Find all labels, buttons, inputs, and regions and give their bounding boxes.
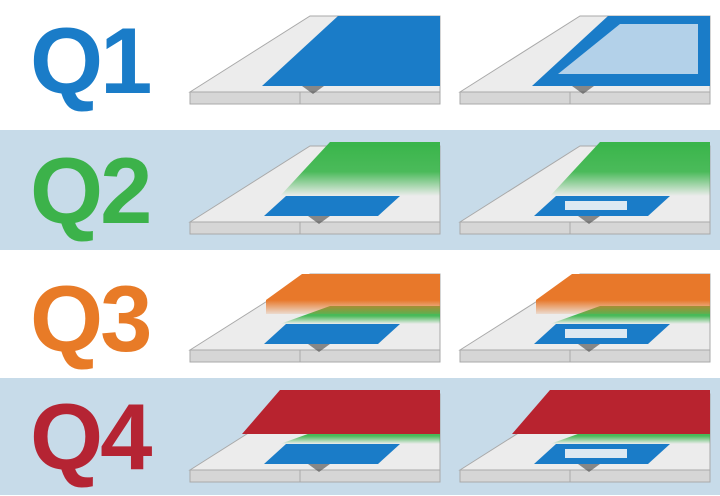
q1-left-illustration: [188, 0, 441, 118]
joint-groove: [578, 216, 600, 224]
q4-left-illustration: [188, 378, 441, 496]
joint-groove: [572, 86, 594, 94]
joint-groove: [308, 464, 330, 472]
red-layer: [242, 390, 440, 434]
q4-label: Q4: [30, 384, 152, 489]
q3-left-illustration: [188, 258, 441, 376]
q1-label: Q1: [30, 8, 152, 113]
row-q3: Q3: [0, 258, 720, 378]
slab-side: [189, 349, 441, 363]
q3-label: Q3: [30, 266, 152, 371]
q2-label: Q2: [30, 138, 152, 243]
orange-layer: [266, 274, 440, 300]
row-q2: Q2: [0, 130, 720, 250]
blue-layer: [264, 444, 400, 464]
slab-side: [459, 469, 711, 483]
orange-layer: [536, 274, 710, 300]
green-layer: [550, 142, 710, 196]
slab-side: [459, 349, 711, 363]
blue-layer-hatch: [558, 24, 698, 74]
slab-side: [189, 221, 441, 235]
slab-side: [189, 91, 441, 105]
joint-groove: [578, 344, 600, 352]
q2-right-illustration: [458, 130, 711, 248]
joint-groove: [302, 86, 324, 94]
row-q1: Q1: [0, 0, 720, 120]
blue-layer-window: [565, 449, 627, 458]
joint-groove: [308, 216, 330, 224]
blue-layer-window: [565, 329, 627, 338]
green-layer: [280, 142, 440, 196]
blue-layer-window: [565, 201, 627, 210]
orange-layer-fade: [536, 300, 710, 314]
red-layer: [512, 390, 710, 434]
joint-groove: [578, 464, 600, 472]
blue-layer: [264, 196, 400, 216]
q3-right-illustration: [458, 258, 711, 376]
orange-layer-fade: [266, 300, 440, 314]
row-q4: Q4: [0, 378, 720, 495]
q1-right-illustration: [458, 0, 711, 118]
blue-layer: [264, 324, 400, 344]
slab-side: [189, 469, 441, 483]
q4-right-illustration: [458, 378, 711, 496]
blue-layer: [262, 16, 440, 86]
joint-groove: [308, 344, 330, 352]
slab-side: [459, 221, 711, 235]
slab-side: [459, 91, 711, 105]
q2-left-illustration: [188, 130, 441, 248]
